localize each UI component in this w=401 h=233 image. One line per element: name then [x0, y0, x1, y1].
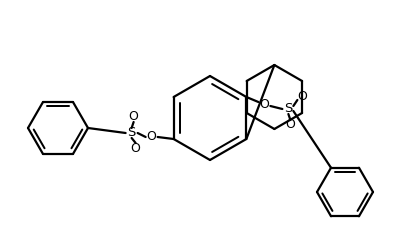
- Text: O: O: [147, 130, 156, 144]
- Text: O: O: [286, 119, 295, 131]
- Text: O: O: [131, 141, 141, 154]
- Text: O: O: [259, 99, 269, 112]
- Text: S: S: [284, 103, 293, 116]
- Text: O: O: [129, 110, 139, 123]
- Text: S: S: [128, 127, 136, 140]
- Text: O: O: [298, 90, 307, 103]
